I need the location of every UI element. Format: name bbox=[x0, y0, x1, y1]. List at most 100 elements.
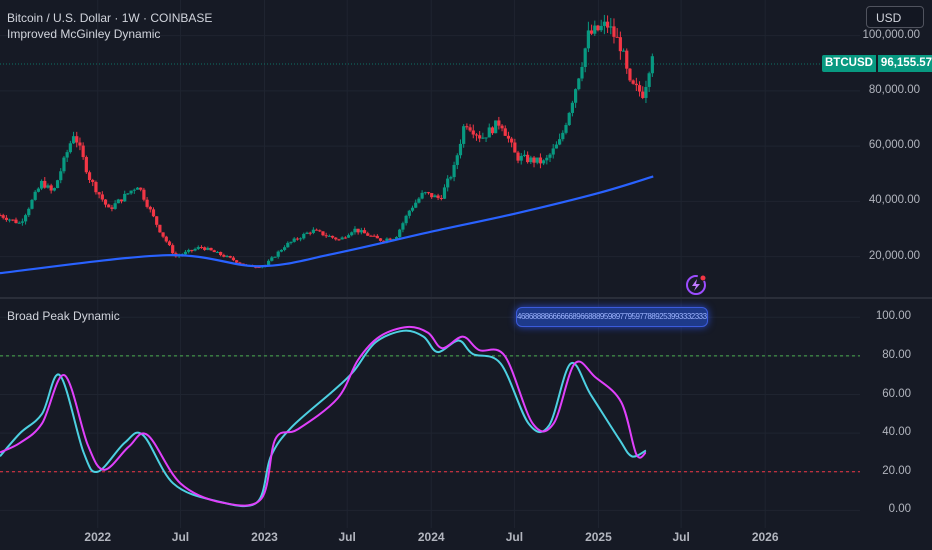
candle-body bbox=[631, 80, 635, 84]
candle-body bbox=[283, 247, 287, 250]
candle-body bbox=[43, 180, 47, 188]
candle-body bbox=[330, 235, 335, 238]
candle-body bbox=[589, 30, 594, 34]
candle-body bbox=[641, 91, 645, 98]
candle-body bbox=[276, 251, 280, 257]
candle-body bbox=[196, 247, 200, 249]
candle-body bbox=[372, 235, 376, 237]
currency-button[interactable]: USD bbox=[866, 6, 924, 28]
candle-body bbox=[87, 172, 92, 180]
candle-body bbox=[561, 132, 565, 140]
candle-body bbox=[113, 203, 117, 209]
candle-body bbox=[564, 125, 568, 133]
candle-body bbox=[621, 50, 626, 52]
candle-body bbox=[433, 195, 437, 198]
candle-body bbox=[538, 157, 543, 164]
candle-body bbox=[145, 199, 149, 207]
candle-body bbox=[286, 242, 290, 248]
candle-body bbox=[219, 251, 223, 256]
candle-body bbox=[161, 232, 165, 237]
candle-body bbox=[62, 157, 66, 172]
candle-body bbox=[337, 239, 341, 241]
candle-body bbox=[522, 154, 527, 156]
candle-body bbox=[596, 25, 600, 31]
lightning-icon[interactable] bbox=[686, 275, 706, 295]
oscillator-tick-label: 20.00 bbox=[882, 464, 911, 477]
candle-body bbox=[468, 127, 472, 131]
candle-body bbox=[526, 154, 530, 163]
candle-body bbox=[442, 187, 447, 199]
candle-body bbox=[506, 135, 511, 139]
candle-body bbox=[100, 194, 104, 200]
candle-body bbox=[586, 30, 590, 49]
candle-body bbox=[327, 235, 331, 237]
candle-body bbox=[148, 206, 152, 210]
candle-body bbox=[302, 233, 306, 239]
price-tick-label: 80,000.00 bbox=[868, 83, 920, 96]
oscillator-tick-label: 40.00 bbox=[882, 426, 911, 439]
candle-body bbox=[295, 238, 299, 240]
candle-body bbox=[388, 238, 392, 240]
oscillator-tick-label: 60.00 bbox=[882, 387, 911, 400]
candle-body bbox=[356, 228, 360, 233]
oscillator-cyan-line bbox=[0, 329, 647, 508]
candle-body bbox=[423, 192, 427, 194]
candlestick-series bbox=[0, 14, 654, 269]
candle-body bbox=[222, 255, 226, 257]
candle-body bbox=[65, 152, 69, 158]
candle-body bbox=[478, 135, 482, 139]
candle-body bbox=[119, 199, 124, 202]
candle-body bbox=[385, 238, 389, 242]
price-tick-label: 40,000.00 bbox=[868, 194, 920, 207]
candle-body bbox=[487, 127, 491, 138]
candle-body bbox=[602, 21, 606, 26]
candle-body bbox=[609, 26, 613, 28]
candle-body bbox=[151, 209, 156, 217]
candle-body bbox=[497, 120, 501, 126]
candle-body bbox=[167, 241, 172, 246]
candle-body bbox=[212, 250, 216, 253]
candle-body bbox=[183, 251, 188, 255]
candle-body bbox=[382, 240, 386, 242]
oscillator-magenta-line bbox=[0, 325, 647, 507]
oscillator-series bbox=[0, 325, 647, 508]
candle-body bbox=[81, 145, 85, 158]
candle-body bbox=[324, 235, 328, 237]
candle-body bbox=[231, 257, 236, 261]
candle-body bbox=[430, 193, 434, 198]
candle-body bbox=[615, 36, 619, 38]
candle-body bbox=[583, 48, 587, 67]
candle-body bbox=[206, 247, 210, 250]
candle-body bbox=[369, 235, 373, 237]
candle-body bbox=[340, 237, 344, 240]
oscillator-title: Broad Peak Dynamic bbox=[7, 309, 120, 323]
candle-body bbox=[490, 127, 495, 134]
time-tick-label: Jul bbox=[171, 530, 190, 544]
price-value: 96,155.57 bbox=[877, 55, 932, 72]
candle-body bbox=[545, 157, 549, 161]
candle-body bbox=[238, 262, 242, 264]
candle-body bbox=[292, 238, 296, 242]
candle-body bbox=[187, 249, 191, 252]
candle-body bbox=[289, 241, 293, 243]
candle-body bbox=[27, 208, 31, 216]
candle-body bbox=[612, 26, 616, 37]
candle-body bbox=[107, 204, 111, 208]
candle-body bbox=[628, 68, 632, 81]
candle-body bbox=[471, 130, 475, 135]
candle-body bbox=[436, 195, 440, 198]
candle-body bbox=[343, 237, 347, 239]
chart-title: Bitcoin / U.S. Dollar · 1W · COINBASE bbox=[7, 11, 213, 25]
candle-body bbox=[4, 217, 8, 220]
price-tick-label: 60,000.00 bbox=[868, 139, 920, 152]
candle-body bbox=[209, 247, 213, 251]
time-tick-label: 2026 bbox=[751, 530, 779, 544]
candle-body bbox=[155, 216, 159, 225]
candle-body bbox=[91, 179, 95, 183]
candle-body bbox=[637, 85, 642, 92]
candle-body bbox=[97, 192, 101, 195]
candle-body bbox=[257, 267, 261, 269]
candle-body bbox=[164, 236, 168, 242]
candle-body bbox=[129, 190, 133, 194]
